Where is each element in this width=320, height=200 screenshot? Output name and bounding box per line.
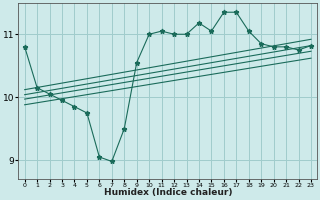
X-axis label: Humidex (Indice chaleur): Humidex (Indice chaleur) [104,188,232,197]
